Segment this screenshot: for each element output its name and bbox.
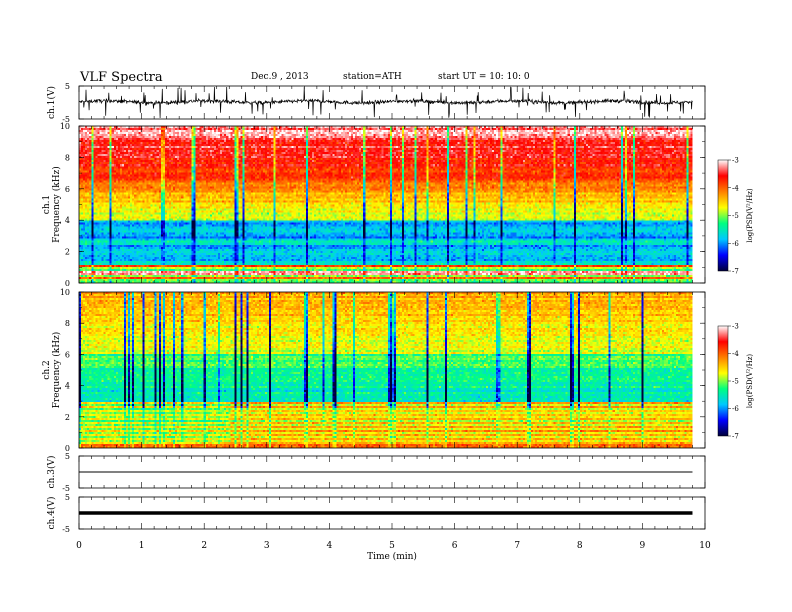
ch1-spec-y-axis-label: ch.1: [42, 195, 52, 214]
ch2-spec-y-tick-label: 8: [65, 319, 70, 328]
ch2-spec-y-tick-label: 0: [65, 444, 70, 453]
date-label: Dec.9 , 2013: [251, 72, 309, 82]
x-tick-label: 0: [76, 541, 82, 551]
ch2-spec-y-axis-label: Frequency (kHz): [51, 332, 62, 409]
ch1-spec-y-tick-label: 4: [65, 216, 70, 225]
ch2-colorbar-label: log(PSD(V²/Hz): [746, 354, 754, 409]
ch1-y-tick-label: -5: [62, 115, 70, 124]
ch2-colorbar-tick-label: -4: [732, 350, 739, 358]
ch1-trace: [78, 86, 693, 119]
x-tick-label: 8: [577, 541, 583, 551]
ch3-y-tick-label: -5: [62, 484, 70, 493]
ch1-colorbar: [717, 159, 729, 272]
chart-title: VLF Spectra: [80, 70, 163, 85]
ch2-colorbar: [717, 325, 729, 437]
ch4-y-tick-label: -5: [62, 525, 70, 534]
ch2-spectrogram-image: [79, 292, 693, 448]
ch1-spectrogram-image: [79, 126, 693, 283]
ch1-colorbar-tick-label: -6: [732, 240, 739, 248]
ch1-y-tick-label: 5: [65, 82, 70, 91]
x-tick-label: 7: [514, 541, 520, 551]
ch1-spec-y-axis-label: Frequency (kHz): [51, 166, 62, 243]
ch2-spec-y-axis-label: ch.2: [42, 360, 52, 379]
ch2-spec-y-tick-label: 6: [65, 350, 70, 359]
x-tick-label: 4: [327, 541, 333, 551]
ch1-colorbar-tick-label: -4: [732, 184, 739, 192]
ch1-spec-y-tick-label: 2: [65, 248, 70, 257]
x-tick-label: 9: [640, 541, 646, 551]
ch1-spec-y-tick-label: 8: [65, 153, 70, 162]
ch3-y-axis-label: ch.3(V): [46, 456, 57, 489]
start-time-label: start UT = 10: 10: 0: [438, 72, 530, 82]
ch2-spec-y-tick-label: 2: [65, 413, 70, 422]
ch1-colorbar-tick-label: -7: [732, 268, 739, 276]
ch2-colorbar-tick-label: -7: [732, 433, 739, 441]
ch2-colorbar-tick-label: -6: [732, 405, 739, 413]
ch1-colorbar-tick-label: -5: [732, 212, 739, 220]
ch2-spec-y-tick-label: 4: [65, 382, 70, 391]
ch2-colorbar-tick-label: -5: [732, 378, 739, 386]
x-tick-label: 10: [699, 541, 711, 551]
x-tick-label: 6: [452, 541, 458, 551]
ch1-colorbar-label: log(PSD(V²/Hz): [746, 188, 754, 243]
x-tick-label: 5: [389, 541, 395, 551]
x-tick-label: 1: [139, 541, 145, 551]
station-label: station=ATH: [343, 72, 402, 82]
x-tick-label: 3: [264, 541, 270, 551]
ch1-spec-y-tick-label: 10: [60, 122, 70, 131]
x-tick-label: 2: [201, 541, 207, 551]
ch2-colorbar-tick-label: -3: [732, 323, 739, 331]
ch1-y-axis-label: ch.1(V): [46, 86, 57, 119]
ch1-colorbar-tick-label: -3: [732, 157, 739, 165]
ch4-y-tick-label: 5: [65, 493, 70, 502]
ch4-y-axis-label: ch.4(V): [46, 497, 57, 530]
x-axis-label: Time (min): [367, 551, 417, 562]
ch3-y-tick-label: 5: [65, 452, 70, 461]
ch1-spec-y-tick-label: 0: [65, 279, 70, 288]
ch2-spec-y-tick-label: 10: [60, 288, 70, 297]
ch1-spec-y-tick-label: 6: [65, 185, 70, 194]
